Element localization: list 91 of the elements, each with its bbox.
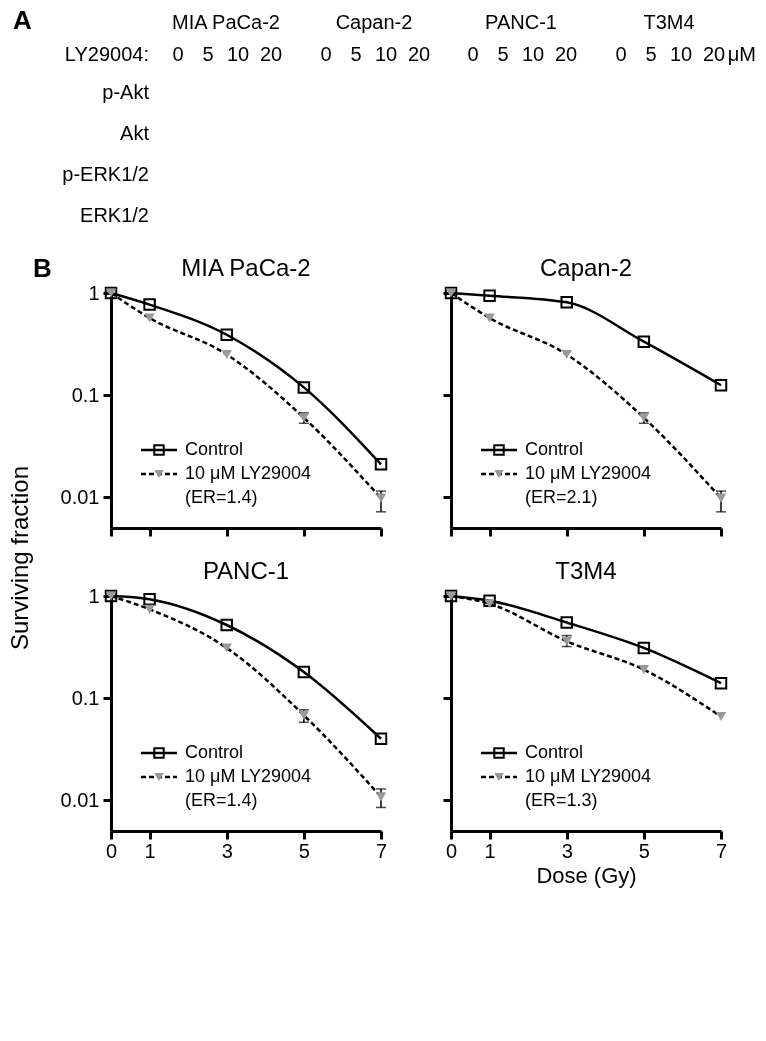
annotation: (ER=1.3) — [525, 790, 598, 810]
point — [637, 641, 651, 655]
point — [560, 616, 573, 629]
x-tick-label: 3 — [561, 839, 573, 862]
category-label: PANC-1 — [485, 11, 557, 33]
legend-label: 10 μM LY29004 — [185, 463, 312, 483]
text: 10 — [669, 43, 693, 65]
point — [375, 792, 387, 802]
point — [144, 313, 155, 323]
legend-label: 10 μM LY29004 — [185, 766, 312, 786]
text: 0 — [172, 43, 184, 65]
x-tick-label: 0 — [105, 839, 118, 862]
x-tick-label: 3 — [221, 839, 233, 862]
annotation: (ER=2.1) — [525, 487, 598, 507]
chart-title: T3M4 — [555, 557, 617, 584]
point — [714, 676, 728, 690]
legend-label: 10 μM LY29004 — [525, 463, 652, 483]
x-tick-label: 5 — [298, 839, 310, 862]
text: 0 — [320, 43, 332, 65]
point — [714, 378, 728, 392]
y-tick-label: 1 — [88, 281, 100, 304]
category-label: p-Akt — [102, 81, 149, 103]
text: 10 — [521, 43, 545, 65]
y-axis-title: Surviving fraction — [6, 465, 33, 651]
text: B — [33, 253, 52, 283]
point — [484, 313, 495, 323]
text: A — [13, 5, 32, 35]
point — [221, 643, 232, 653]
text: 5 — [350, 43, 362, 65]
category-label: Capan-2 — [335, 11, 413, 33]
legend-label: Control — [525, 742, 584, 762]
point — [483, 594, 496, 607]
legend-label: Control — [185, 742, 244, 762]
annotation: (ER=1.4) — [185, 790, 258, 810]
text: 5 — [202, 43, 214, 65]
y-tick-label: 0.1 — [71, 686, 100, 709]
text: 20 — [259, 43, 283, 65]
point — [374, 458, 388, 471]
chart-title: Capan-2 — [539, 254, 633, 281]
point — [715, 712, 727, 722]
point — [143, 298, 156, 311]
text: LY29004: — [64, 43, 149, 65]
x-tick-label: 7 — [715, 839, 728, 862]
x-tick-label: 7 — [375, 839, 388, 862]
point — [297, 381, 311, 394]
category-label: T3M4 — [643, 11, 695, 33]
point — [375, 493, 387, 503]
text: 20 — [554, 43, 578, 65]
text: μM — [727, 43, 756, 65]
point — [298, 710, 310, 720]
chart-title: PANC-1 — [202, 557, 290, 584]
point — [297, 665, 311, 679]
text: 20 — [407, 43, 431, 65]
point — [220, 328, 233, 342]
point — [715, 493, 727, 503]
category-label: ERK1/2 — [80, 204, 149, 226]
y-tick-label: 0.01 — [60, 485, 100, 508]
text: 10 — [374, 43, 398, 65]
legend-label: 10 μM LY29004 — [525, 766, 652, 786]
annotation: (ER=1.4) — [185, 487, 258, 507]
text: 10 — [226, 43, 250, 65]
legend-label: Control — [185, 439, 244, 459]
text: 0 — [467, 43, 479, 65]
point — [144, 604, 155, 614]
x-axis-title: Dose (Gy) — [536, 862, 637, 888]
text: 5 — [497, 43, 509, 65]
x-tick-label: 0 — [445, 839, 458, 862]
y-tick-label: 0.1 — [71, 383, 100, 406]
point — [638, 665, 650, 675]
point — [143, 592, 156, 606]
category-label: Akt — [120, 122, 149, 144]
point — [220, 618, 233, 632]
point — [560, 296, 573, 309]
y-tick-label: 1 — [88, 584, 100, 607]
category-label: p-ERK1/2 — [62, 163, 149, 185]
text: 0 — [615, 43, 627, 65]
legend-label: Control — [525, 439, 584, 459]
text: 5 — [645, 43, 657, 65]
x-tick-label: 5 — [638, 839, 650, 862]
category-label: MIA PaCa-2 — [172, 11, 280, 33]
point — [637, 335, 651, 348]
text: 20 — [702, 43, 726, 65]
point — [374, 732, 388, 746]
point — [483, 289, 496, 302]
chart-title: MIA PaCa-2 — [181, 254, 311, 281]
point — [221, 349, 232, 360]
point — [484, 599, 495, 609]
x-tick-label: 1 — [484, 839, 496, 862]
y-tick-label: 0.01 — [60, 788, 100, 811]
point — [561, 349, 572, 360]
x-tick-label: 1 — [144, 839, 156, 862]
